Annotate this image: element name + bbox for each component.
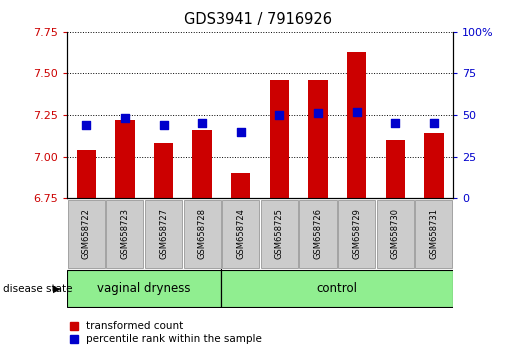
Text: ▶: ▶ [53,284,61,293]
Point [198,121,206,126]
Point [352,109,360,115]
Point [391,121,400,126]
FancyBboxPatch shape [221,270,453,307]
Text: GSM658730: GSM658730 [391,208,400,259]
Text: GSM658725: GSM658725 [275,208,284,259]
Bar [424,133,443,198]
Text: GSM658731: GSM658731 [430,208,438,259]
Bar [270,80,289,198]
Text: GSM658723: GSM658723 [121,208,129,259]
FancyBboxPatch shape [338,200,375,268]
Text: GSM658728: GSM658728 [198,208,207,259]
Text: vaginal dryness: vaginal dryness [97,282,191,295]
FancyBboxPatch shape [299,200,337,268]
Text: disease state: disease state [3,284,72,293]
Text: GSM658724: GSM658724 [236,208,245,259]
Text: GDS3941 / 7916926: GDS3941 / 7916926 [183,12,332,27]
Bar [386,140,405,198]
Text: GSM658726: GSM658726 [314,208,322,259]
FancyBboxPatch shape [145,200,182,268]
FancyBboxPatch shape [106,200,143,268]
Bar [347,52,366,198]
FancyBboxPatch shape [183,200,220,268]
Point [314,110,322,116]
Point [121,115,129,121]
Point [159,122,167,128]
FancyBboxPatch shape [222,200,259,268]
Legend: transformed count, percentile rank within the sample: transformed count, percentile rank withi… [70,321,262,344]
FancyBboxPatch shape [261,200,298,268]
Bar [154,143,173,198]
Text: GSM658722: GSM658722 [82,208,91,259]
Point [82,122,91,128]
Point [275,112,283,118]
Bar [231,173,250,198]
FancyBboxPatch shape [376,200,414,268]
Bar [308,80,328,198]
Bar [115,120,134,198]
Point [430,121,438,126]
Bar [77,150,96,198]
Text: GSM658729: GSM658729 [352,208,361,259]
FancyBboxPatch shape [415,200,452,268]
Text: control: control [317,282,358,295]
Bar [193,130,212,198]
FancyBboxPatch shape [67,200,105,268]
Text: GSM658727: GSM658727 [159,208,168,259]
Point [236,129,245,135]
FancyBboxPatch shape [67,270,221,307]
